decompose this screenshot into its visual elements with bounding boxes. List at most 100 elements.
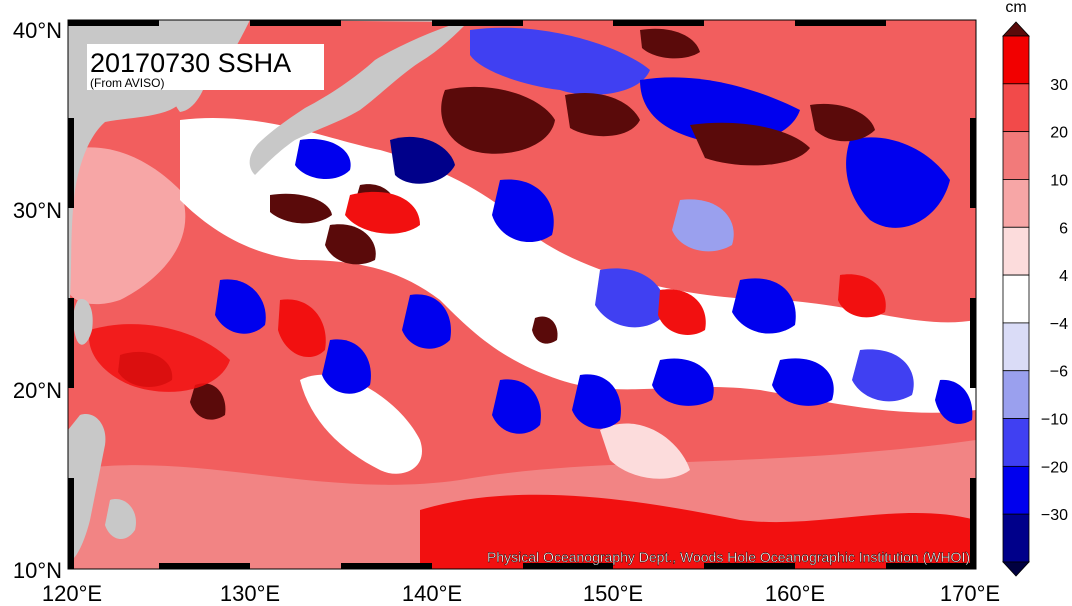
frame-top-seg-4 [613,20,704,26]
colorbar-cell [1002,418,1030,467]
anomaly-field-blue-eddy-o [935,379,973,424]
anomaly-field-blue-eddy-m [492,179,554,243]
lat-axis-labels: 40°N 30°N 20°N 10°N [13,18,62,583]
frame-right-seg-2 [970,298,976,388]
colorbar-cell [1002,513,1030,563]
lon-axis-labels: 120°E 130°E 140°E 150°E 160°E 170°E [42,581,1000,606]
anomaly-field-red-patch-3 [278,299,326,358]
frame-left-seg-3 [68,478,74,569]
anomaly-field-red-eddy-f [325,224,376,265]
anomaly-field-west-pale [68,147,186,305]
frame-left-seg-2 [68,298,74,388]
anomaly-field-red-patch-2 [89,324,231,392]
colorbar-label: 10 [1050,172,1068,189]
map-panel [68,20,976,569]
anomaly-field-red-eddy-g [270,193,332,224]
anomaly-field-red-eddy-c [690,122,810,166]
colorbar-cell [1002,322,1030,372]
anomaly-field-blue-eddy-f [492,379,541,434]
frame-right-seg-1 [970,118,976,208]
colorbar-label: −4 [1050,316,1068,333]
land-japan [249,20,470,175]
anomaly-field-blue-eddy-j [652,358,714,406]
colorbar-cell [1002,35,1030,85]
lon-label: 170°E [940,581,1000,606]
anomaly-field-red-eddy-e [640,28,700,59]
colorbar-cell [1002,21,1030,37]
map-frame [67,19,977,570]
anomaly-field-red-eddy-i [190,383,226,420]
frame-bottom-seg-3 [523,563,613,569]
anomaly-field-deep-red-south [420,494,976,569]
frame-top-seg-5 [795,20,886,26]
land-philippines [68,414,106,560]
anomaly-field-blue-eddy-l [852,349,914,402]
colorbar-label: 30 [1050,77,1068,94]
frame-bottom-seg-2 [341,563,432,569]
frame-left-seg-1 [68,118,74,208]
colorbar-cell [1002,465,1030,515]
anomaly-field-blue-eddy-d [322,339,371,394]
colorbar-cells [1002,21,1030,577]
frame-bottom-seg-1 [159,563,250,569]
colorbar-cell [1002,274,1030,324]
anomaly-field-zero-band-3 [600,423,690,479]
lon-label: 130°E [220,581,280,606]
colorbar-label: −6 [1050,364,1068,381]
anomaly-field-red-patch-5 [838,274,886,318]
colorbar-label: 4 [1059,268,1068,285]
land-taiwan [73,299,93,345]
anomaly-field-red-eddy-j [532,316,558,344]
source-note: (From AVISO) [90,76,164,90]
credit-text: Physical Oceanography Dept., Woods Hole … [487,549,970,565]
anomaly-field-blue-eddy-c [215,279,266,334]
anomaly-field-blue-eddy-e [402,294,451,349]
anomaly-field-red-patch-4 [658,289,706,335]
anomaly-field-red-eddy-a [441,86,555,154]
colorbar-cell [1002,83,1030,133]
frame-bottom-seg-4 [704,563,795,569]
anomaly-field-blue-eddy-n [672,199,734,252]
frame-top-seg-1 [68,20,159,26]
frame-bottom-seg-5 [886,563,976,569]
anomaly-field-blue-eddy-h [595,268,666,328]
frame-top-seg-2 [250,20,341,26]
anomaly-field-blue-eddy-k [772,358,834,406]
lon-label: 120°E [42,581,102,606]
colorbar-label: 6 [1059,220,1068,237]
title-box [87,44,324,90]
colorbar-cell [1002,131,1030,180]
anomaly-field-blue-eddy-a [390,136,455,184]
anomaly-field-north-blue-3 [846,137,950,228]
colorbar-unit: cm [1005,0,1026,16]
anomaly-field-red-eddy-b [565,92,640,137]
anomaly-field-blue-eddy-g [572,374,621,429]
colorbar-cell [1002,561,1030,577]
lon-label: 150°E [583,581,643,606]
anomaly-field-blue-eddy-i [732,278,796,334]
lon-label: 160°E [765,581,825,606]
anomaly-field-red-eddy-d [810,103,875,142]
colorbar: cm 30 20 10 6 4 −4 −6 −10 −20 −30 [1002,0,1068,577]
anomaly-field-red-patch-1 [345,191,420,234]
colorbar-label: −10 [1041,412,1068,429]
lat-label: 10°N [13,558,62,583]
anomaly-field-north-blue-1 [470,27,650,95]
colorbar-cell [1002,370,1030,419]
colorbar-label: 20 [1050,125,1068,142]
lat-label: 40°N [13,18,62,43]
colorbar-labels: 30 20 10 6 4 −4 −6 −10 −20 −30 [1041,77,1068,524]
colorbar-label: −20 [1041,459,1068,476]
colorbar-label: −30 [1041,507,1068,524]
colorbar-cell [1002,226,1030,276]
lat-label: 30°N [13,198,62,223]
map-title: 20170730 SSHA [90,48,291,78]
land-philippines-south [105,499,136,540]
colorbar-cell [1002,179,1030,228]
anomaly-field-blue-eddy-b [295,139,351,180]
frame-top-seg-3 [432,20,523,26]
anomaly-field-zero-band-2 [300,374,422,474]
lat-label: 20°N [13,378,62,403]
lon-label: 140°E [402,581,462,606]
